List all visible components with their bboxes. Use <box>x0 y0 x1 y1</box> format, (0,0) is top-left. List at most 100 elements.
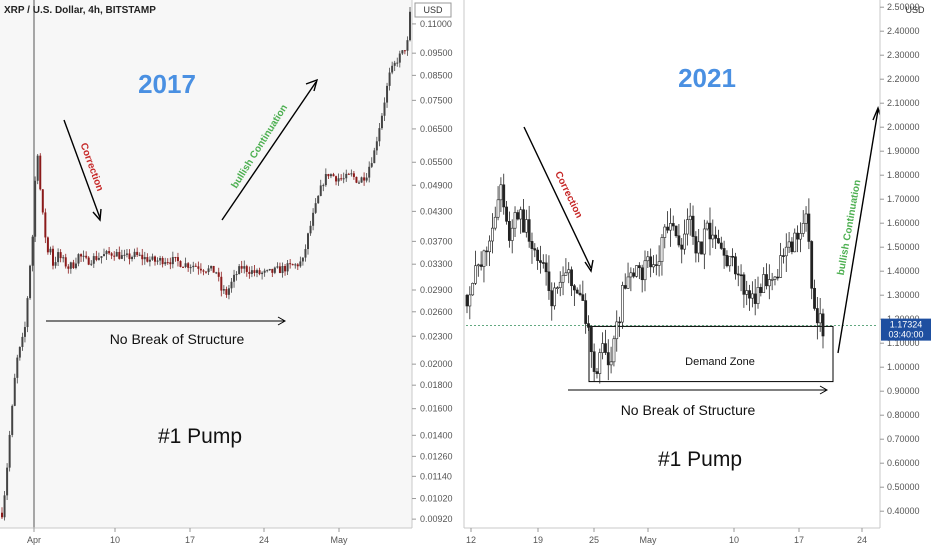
chart-2017-candle-body <box>378 128 381 142</box>
chart-2021-candle-body <box>773 276 777 280</box>
chart-2017-candle-body <box>393 62 396 66</box>
chart-2017-candle-body <box>194 265 197 267</box>
chart-2017-candle-body <box>347 173 350 175</box>
chart-2021-candle-body <box>680 244 684 250</box>
chart-2017-candle-body <box>34 180 37 237</box>
chart-2017-candle-body <box>3 495 6 518</box>
chart-2021-candle-body <box>725 255 729 267</box>
chart-2021-candle-body <box>592 351 596 372</box>
chart-2017-candle-body <box>409 11 411 41</box>
chart-2017-y-tick-label: 0.00920 <box>420 514 453 524</box>
chart-2021-candle-body <box>742 274 746 295</box>
chart-2021-y-tick-label: 2.30000 <box>887 50 920 60</box>
chart-2021-title: 2021 <box>678 63 736 93</box>
chart-2017-candle-body <box>36 155 39 181</box>
chart-2021-candle-body <box>798 233 802 240</box>
chart-2017-y-tick-label: 0.11000 <box>420 19 452 29</box>
chart-2021-candle-body <box>567 269 571 274</box>
chart-2017-y-tick-label: 0.02300 <box>420 331 453 341</box>
chart-2021-candle-body <box>623 285 627 289</box>
chart-2021-candle-body <box>756 287 760 304</box>
chart-2021-candle-body <box>471 282 475 296</box>
chart-2017-symbol-label: XRP / U.S. Dollar, 4h, BITSTAMP <box>4 5 156 16</box>
chart-2017-candle-body <box>383 102 386 116</box>
chart-2017-candle-body <box>92 256 95 264</box>
chart-2017-candle-body <box>266 270 269 272</box>
chart-2017-currency-label: USD <box>423 5 443 15</box>
chart-2021-candle-body <box>601 343 605 353</box>
chart-2021-y-tick-label: 0.70000 <box>887 434 920 444</box>
chart-2017-y-tick-label: 0.04300 <box>420 206 453 216</box>
chart-2017-candle-body <box>217 272 220 277</box>
chart-2021-candle-body <box>539 260 542 263</box>
chart-2021-candle-body <box>575 289 579 294</box>
chart-2017-candle-body <box>18 346 21 358</box>
chart-2021-structure-arrowhead <box>819 385 829 395</box>
chart-2021-candle-body <box>821 313 825 337</box>
chart-2021-last-price-value: 1.17324 <box>890 320 923 330</box>
chart-2017-candle-body <box>105 251 108 255</box>
chart-2021-candle-body <box>677 235 681 246</box>
chart-2021-y-tick-label: 1.50000 <box>887 242 920 252</box>
chart-2017-x-tick-label: 10 <box>110 535 120 545</box>
chart-2021-x-tick-label: 24 <box>857 535 867 545</box>
chart-2021-candle-body <box>502 184 506 208</box>
chart-2021-candle-body <box>714 234 718 239</box>
chart-2021-candle-body <box>553 287 556 307</box>
chart-2017-candle-body <box>289 263 292 265</box>
chart-2021-candle-body <box>541 262 545 264</box>
chart-2017-y-tick-label: 0.02600 <box>420 307 453 317</box>
chart-2017-candle-body <box>202 270 205 272</box>
chart-2017-no-break-label: No Break of Structure <box>110 331 245 347</box>
chart-2021-candle-body <box>522 209 525 233</box>
chart-2017-candle-body <box>87 257 90 265</box>
chart-2017-candle-body <box>8 434 11 468</box>
chart-2017-candle-body <box>396 62 399 64</box>
chart-2021-demand-zone <box>588 325 834 383</box>
chart-2021-candle-body <box>527 219 531 242</box>
chart-2021-candle-body <box>615 321 619 340</box>
chart-2017-candle-body <box>44 212 47 238</box>
chart-2021-y-tick-label: 2.40000 <box>887 26 920 36</box>
chart-2017-candle-body <box>403 50 406 52</box>
chart-2021-candle-body <box>674 225 678 237</box>
chart-2017-plot-area <box>0 0 412 528</box>
chart-2017-candle-body <box>345 173 348 179</box>
chart-2017-candle-body <box>67 266 70 269</box>
chart-2021-candle-body <box>669 223 672 231</box>
chart-2017-candle-body <box>59 252 62 259</box>
chart-2017-candle-body <box>125 253 128 255</box>
chart-2017-candle-body <box>154 256 156 262</box>
chart-2021-candle-body <box>691 215 695 237</box>
chart-2017-candle-body <box>352 173 355 177</box>
chart-2021-candle-body <box>796 232 799 240</box>
chart-2021-candle-body <box>510 227 514 241</box>
chart-2021-candle-body <box>734 256 737 275</box>
chart-2021-bullish-arrow <box>837 109 879 354</box>
chart-2021-candle-body <box>779 255 783 278</box>
chart-2021-candle-body <box>646 256 650 262</box>
chart-2017-candle-body <box>286 263 289 272</box>
chart-2021-candle-body <box>657 261 661 266</box>
chart-2017-candle-body <box>360 177 363 183</box>
chart-2021-candle-body <box>556 287 559 289</box>
chart-2021-candle-body <box>776 276 780 279</box>
chart-2017-panel: XRP / U.S. Dollar, 4h, BITSTAMP 2017 Cor… <box>0 0 464 545</box>
chart-2021-candle-body <box>705 222 709 230</box>
chart-2021-y-tick-label: 0.90000 <box>887 386 920 396</box>
chart-2017-candle-body <box>159 258 162 261</box>
chart-2021-candle-body <box>666 226 670 231</box>
chart-2021-candle-body <box>519 209 523 220</box>
chart-2021-candle-body <box>530 241 534 249</box>
chart-2017-candle-body <box>258 270 261 275</box>
chart-2021-candle-body <box>767 279 771 287</box>
chart-2021-candle-body <box>637 265 641 269</box>
chart-2021-candle-body <box>748 290 751 299</box>
chart-2021-candle-body <box>491 227 494 242</box>
chart-2021-y-tick-label: 1.90000 <box>887 146 920 156</box>
chart-2017-candle-body <box>128 253 131 260</box>
chart-2021-y-tick-label: 2.20000 <box>887 74 920 84</box>
chart-2021-y-tick-label: 0.40000 <box>887 506 920 516</box>
chart-2021-no-break-label: No Break of Structure <box>621 402 756 418</box>
